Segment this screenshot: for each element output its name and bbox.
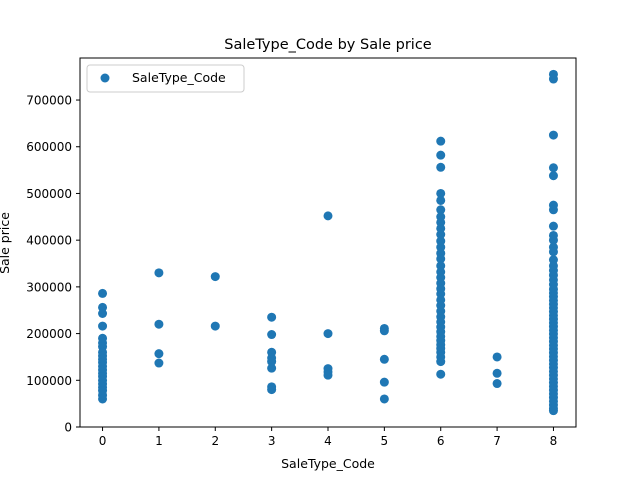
data-point — [548, 171, 558, 181]
data-point — [98, 288, 108, 298]
y-axis-ticks: 0 100000 200000 300000 400000 500000 600000 700… — [26, 94, 80, 435]
legend-marker-icon — [100, 73, 110, 83]
y-tick-label: 0 — [64, 421, 72, 435]
x-tick-label: 0 — [99, 434, 107, 448]
data-point — [548, 163, 558, 173]
data-point — [436, 195, 446, 205]
y-tick-label: 200000 — [26, 327, 72, 341]
data-point — [267, 312, 277, 322]
x-tick-label: 2 — [211, 434, 219, 448]
data-point — [436, 205, 446, 215]
data-point — [492, 368, 502, 378]
plot-frame — [79, 57, 577, 428]
data-point — [323, 211, 333, 221]
data-point — [548, 74, 558, 84]
x-tick-label: 6 — [437, 434, 445, 448]
data-point — [267, 385, 277, 395]
data-point — [98, 321, 108, 331]
data-point — [210, 321, 220, 331]
legend-label: SaleType_Code — [132, 70, 226, 85]
data-point — [98, 394, 108, 404]
data-point — [154, 268, 164, 278]
data-point — [379, 377, 389, 387]
data-point — [548, 221, 558, 231]
data-point — [436, 188, 446, 198]
x-tick-label: 3 — [268, 434, 276, 448]
data-point — [154, 349, 164, 359]
x-axis-ticks: 0 1 2 3 4 5 6 7 8 — [99, 427, 558, 448]
data-points — [98, 69, 558, 416]
y-tick-label: 100000 — [26, 374, 72, 388]
data-point — [548, 235, 558, 245]
data-point — [548, 247, 558, 257]
legend: SaleType_Code — [86, 64, 245, 93]
data-point — [379, 326, 389, 336]
data-point — [267, 357, 277, 367]
y-tick-label: 300000 — [26, 280, 72, 294]
data-point — [154, 358, 164, 368]
y-tick-label: 500000 — [26, 187, 72, 201]
data-point — [548, 406, 558, 416]
x-tick-label: 5 — [381, 434, 389, 448]
data-point — [323, 329, 333, 339]
data-point — [436, 369, 446, 379]
data-point — [492, 352, 502, 362]
y-axis-label: Sale price — [0, 212, 12, 274]
y-tick-label: 700000 — [26, 94, 72, 108]
data-point — [379, 354, 389, 364]
data-point — [548, 130, 558, 140]
y-tick-label: 600000 — [26, 140, 72, 154]
data-point — [436, 357, 446, 367]
data-point — [154, 319, 164, 329]
data-point — [436, 150, 446, 160]
data-point — [210, 272, 220, 282]
x-axis-label: SaleType_Code — [281, 456, 375, 471]
x-tick-label: 4 — [324, 434, 332, 448]
x-tick-label: 7 — [493, 434, 501, 448]
data-point — [267, 363, 277, 373]
data-point — [436, 162, 446, 172]
legend-box — [86, 64, 245, 93]
x-tick-label: 1 — [155, 434, 163, 448]
y-tick-label: 400000 — [26, 234, 72, 248]
data-point — [379, 394, 389, 404]
data-point — [436, 136, 446, 146]
data-point — [492, 379, 502, 389]
data-point — [323, 370, 333, 380]
data-point — [98, 309, 108, 318]
chart-title: SaleType_Code by Sale price — [224, 37, 432, 53]
data-point — [436, 230, 446, 240]
data-point — [267, 330, 277, 340]
data-point — [548, 205, 558, 215]
x-tick-label: 8 — [550, 434, 558, 448]
data-point — [436, 254, 446, 264]
